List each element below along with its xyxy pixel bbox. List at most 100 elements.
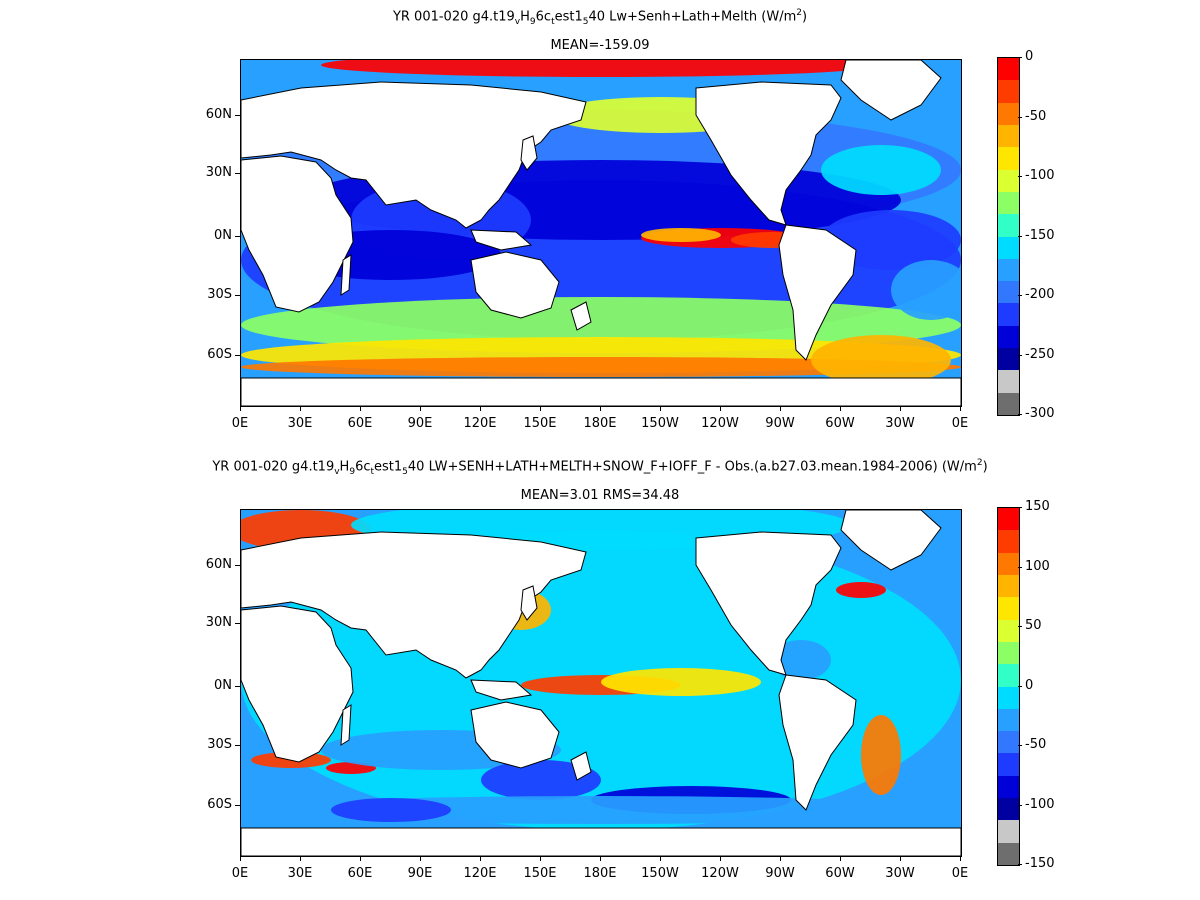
lon-tick <box>960 856 961 861</box>
lon-tick-label: 0E <box>231 866 249 881</box>
lat-tick-label: 30S <box>207 737 232 752</box>
lon-tick-label: 120E <box>463 866 497 881</box>
lon-tick-label: 60E <box>347 866 373 881</box>
land-mask <box>840 60 942 121</box>
land-mask <box>778 224 857 361</box>
colorbar-segment <box>998 281 1019 304</box>
colorbar-segment <box>998 641 1019 665</box>
lon-tick-label: 60W <box>825 866 855 881</box>
panel1-map <box>240 59 962 407</box>
colorbar-segment <box>998 303 1019 327</box>
lon-tick <box>480 406 481 411</box>
colorbar-tick <box>1018 57 1022 58</box>
title-text: 40 LW+SENH+LATH+MELTH+SNOW_F+IOFF_F - Ob… <box>407 459 977 475</box>
lon-tick-label: 0E <box>951 866 969 881</box>
colorbar-segment <box>998 686 1019 710</box>
title-sup: 2 <box>796 8 802 18</box>
lon-tick <box>540 856 541 861</box>
colorbar-tick <box>1018 566 1022 568</box>
land-mask <box>241 605 354 763</box>
panel2-colorbar <box>997 507 1020 866</box>
lat-tick <box>235 173 240 174</box>
colorbar-label: -200 <box>1025 287 1055 302</box>
colorbar-segment <box>998 508 1019 531</box>
colorbar-label: 50 <box>1025 618 1042 633</box>
colorbar-segment <box>998 124 1019 148</box>
colorbar-segment <box>998 58 1019 81</box>
colorbar-segment <box>998 214 1019 237</box>
lon-tick-label: 150E <box>523 416 557 431</box>
lon-tick <box>360 406 361 411</box>
land-mask <box>241 531 587 679</box>
colorbar-segment <box>998 325 1019 349</box>
colorbar-tick <box>1018 507 1022 508</box>
lon-tick-label: 180E <box>583 866 617 881</box>
colorbar-segment <box>998 258 1019 282</box>
colorbar-segment <box>998 530 1019 554</box>
lat-tick-label: 0N <box>214 228 232 243</box>
lat-tick <box>235 686 240 687</box>
field-contour <box>241 357 961 377</box>
lat-tick <box>235 565 240 566</box>
lon-tick <box>540 406 541 411</box>
lon-tick-label: 90E <box>407 866 433 881</box>
colorbar-segment <box>998 731 1019 754</box>
panel1-title: YR 001-020 g4.t19vH96ctest1540 Lw+Senh+L… <box>0 8 1200 27</box>
lat-tick-label: 30S <box>207 287 232 302</box>
lon-tick-label: 90W <box>765 866 795 881</box>
lon-tick-label: 0E <box>231 416 249 431</box>
lon-tick <box>480 856 481 861</box>
land-mask <box>778 674 857 811</box>
title-sub: t <box>370 466 375 477</box>
title-sub: 9 <box>349 466 356 477</box>
colorbar-tick <box>1018 626 1022 627</box>
lon-tick <box>660 856 661 861</box>
colorbar-tick <box>1018 685 1022 687</box>
land-mask <box>470 701 560 769</box>
field-contour <box>481 760 601 800</box>
lon-tick-label: 180E <box>583 416 617 431</box>
lat-tick <box>235 745 240 746</box>
field-contour <box>821 145 941 195</box>
title-sub: v <box>514 16 521 27</box>
colorbar-tick <box>1018 235 1022 237</box>
land-mask <box>840 510 942 571</box>
colorbar-segment <box>998 370 1019 394</box>
colorbar-segment <box>998 842 1019 865</box>
colorbar-label: -100 <box>1025 796 1055 812</box>
field-contour <box>891 260 961 320</box>
colorbar-label: -300 <box>1025 406 1055 421</box>
field-contour <box>861 715 901 795</box>
lat-tick <box>235 623 240 624</box>
field-contour <box>641 228 721 242</box>
lon-tick-label: 60E <box>347 416 373 431</box>
colorbar-segment <box>998 236 1019 260</box>
colorbar-label: -100 <box>1025 168 1055 183</box>
lon-tick-label: 30W <box>885 416 915 431</box>
lon-tick-label: 30W <box>885 866 915 881</box>
land-mask <box>470 679 533 701</box>
title-text: 6c <box>355 459 371 475</box>
colorbar-label: -250 <box>1025 346 1055 362</box>
colorbar-segment <box>998 348 1019 371</box>
title-text: YR 001-020 g4.t19 <box>392 9 515 25</box>
colorbar-segment <box>998 169 1019 193</box>
field-contour <box>811 335 951 385</box>
title-text: H <box>520 9 530 25</box>
panel2-title: YR 001-020 g4.t19vH96ctest1540 LW+SENH+L… <box>0 458 1200 477</box>
lat-tick <box>235 115 240 116</box>
lon-tick <box>660 406 661 411</box>
lon-tick <box>780 856 781 861</box>
lon-tick <box>300 856 301 861</box>
lon-tick-label: 30E <box>287 416 313 431</box>
lat-tick-label: 30N <box>205 615 232 630</box>
colorbar-segment <box>998 664 1019 687</box>
panel2-mean: MEAN=3.01 RMS=34.48 <box>520 488 680 503</box>
field-contour <box>836 582 886 598</box>
lon-tick-label: 60W <box>825 416 855 431</box>
lon-tick <box>780 406 781 411</box>
lon-tick <box>240 856 241 861</box>
title-sub: 5 <box>402 466 408 477</box>
land-mask <box>695 81 842 226</box>
colorbar-segment <box>998 552 1019 576</box>
